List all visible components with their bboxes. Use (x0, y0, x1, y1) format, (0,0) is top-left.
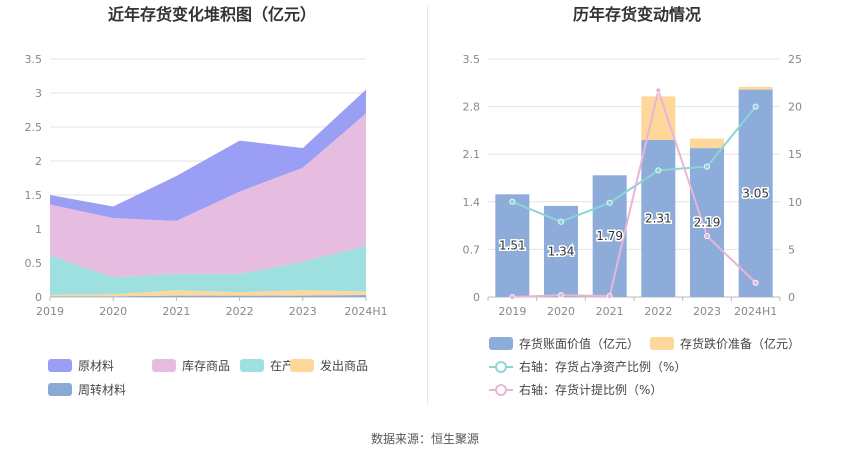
chart2-y-tick-label: 2.8 (463, 101, 481, 114)
chart2-y-tick-label: 3.5 (463, 53, 481, 66)
chart2-legend-marker (495, 384, 507, 396)
bar-data-label: 2.31 (645, 211, 672, 225)
stacked-area-chart: 近年存货变化堆积图（亿元） 0 0.5 1 1.5 2 2.5 3 3.5 2019 2020 202… (25, 5, 388, 397)
chart1-title: 近年存货变化堆积图（亿元） (108, 5, 316, 24)
chart1-y-tick-label: 1.5 (25, 189, 43, 202)
chart2-y-tick-label: 0 (473, 291, 480, 304)
chart2-title: 历年存货变动情况 (573, 5, 701, 24)
line-point (703, 233, 710, 240)
chart2-x-tick-label: 2024H1 (734, 305, 777, 318)
chart2-x-tick-label: 2019 (498, 305, 526, 318)
line-point (606, 199, 613, 206)
bar-book-value (690, 148, 724, 297)
chart2-y2-tick-label: 10 (788, 196, 802, 209)
chart1-legend-swatch (48, 359, 72, 372)
bar-impairment (641, 96, 676, 140)
chart2-legend-label: 存货跌价准备（亿元） (680, 336, 800, 351)
chart2-x-tick-label: 2022 (644, 305, 672, 318)
bar-book-value (495, 194, 530, 297)
chart-divider (427, 5, 428, 405)
chart1-legend-label: 发出商品 (320, 358, 368, 373)
chart1-y-tick-label: 2 (35, 155, 42, 168)
line-point (655, 167, 662, 174)
chart2-y2-tick-label: 0 (788, 291, 795, 304)
chart1-legend-label: 库存商品 (182, 358, 230, 373)
chart1-y-tick-label: 2.5 (25, 121, 43, 134)
chart2-y-tick-label: 0.7 (463, 243, 481, 256)
chart1-x-tick-label: 2019 (36, 305, 64, 318)
chart1-legend-swatch (290, 359, 314, 372)
chart2-y2-tick-label: 5 (788, 243, 795, 256)
chart2-legend-swatch (489, 337, 513, 350)
chart2-y-tick-label: 2.1 (463, 148, 481, 161)
bar-data-label: 1.51 (499, 239, 526, 253)
chart2-y2-tick-label: 20 (788, 101, 802, 114)
chart1-x-tick-label: 2024H1 (344, 305, 387, 318)
chart1-y-tick-label: 3.5 (25, 53, 43, 66)
chart2-y-tick-label: 1.4 (463, 196, 481, 209)
chart1-legend-swatch (48, 383, 72, 396)
bar-impairment (738, 86, 773, 90)
bar-data-label: 3.05 (742, 186, 769, 200)
chart1-x-tick-label: 2021 (162, 305, 190, 318)
bar-data-label: 1.34 (548, 244, 575, 258)
chart1-legend-swatch (152, 359, 176, 372)
chart1-legend-swatch (240, 359, 264, 372)
chart1-y-tick-label: 0.5 (25, 257, 43, 270)
chart2-x-tick-label: 2020 (547, 305, 575, 318)
chart2-y2-tick-label: 25 (788, 53, 802, 66)
bar-impairment (690, 138, 724, 149)
area-原材料 (50, 89, 366, 221)
area-周转材料 (50, 294, 366, 297)
line-右轴：存货占净资产比例（%） (511, 105, 757, 223)
chart2-x-tick-label: 2021 (596, 305, 624, 318)
area-在产品 (50, 246, 366, 295)
chart2-legend-label: 右轴：存货占净资产比例（%） (519, 359, 686, 374)
source-note: 数据来源：恒生聚源 (370, 432, 479, 446)
chart2-y2-tick-label: 15 (788, 148, 802, 161)
bar-book-value (738, 89, 773, 297)
bar-data-label: 1.79 (596, 229, 623, 243)
chart1-y-tick-label: 3 (35, 87, 42, 100)
line-point (509, 293, 516, 300)
bar-data-label: 2.19 (694, 216, 721, 230)
chart1-x-tick-label: 2022 (226, 305, 254, 318)
chart1-legend-label: 原材料 (78, 359, 114, 373)
line-point (606, 293, 613, 300)
chart2-legend-marker (495, 361, 507, 373)
bar-book-value (641, 139, 676, 297)
area-库存商品 (50, 113, 366, 278)
chart2-legend-label: 右轴：存货计提比例（%） (519, 382, 662, 397)
chart1-legend-label: 周转材料 (78, 382, 126, 397)
line-point (557, 218, 564, 225)
line-point (509, 198, 516, 205)
line-右轴：存货计提比例（%） (512, 86, 757, 298)
chart1-y-tick-label: 0 (35, 291, 42, 304)
chart1-y-tick-label: 1 (35, 223, 42, 236)
chart2-x-tick-label: 2023 (693, 305, 721, 318)
line-point (557, 292, 564, 299)
line-point (752, 103, 759, 110)
line-point (703, 163, 710, 170)
chart1-x-tick-label: 2023 (289, 305, 317, 318)
inventory-bar-line-chart: 历年存货变动情况 0 0.7 1.4 2.1 2.8 3.5 0 5 10 15 20 25 2019 20… (463, 5, 803, 397)
line-point (655, 87, 662, 94)
line-point (752, 279, 759, 286)
area-发出商品 (50, 290, 366, 297)
chart2-legend-swatch (650, 337, 674, 350)
chart1-x-tick-label: 2020 (99, 305, 127, 318)
chart2-legend-label: 存货账面价值（亿元） (519, 336, 639, 351)
